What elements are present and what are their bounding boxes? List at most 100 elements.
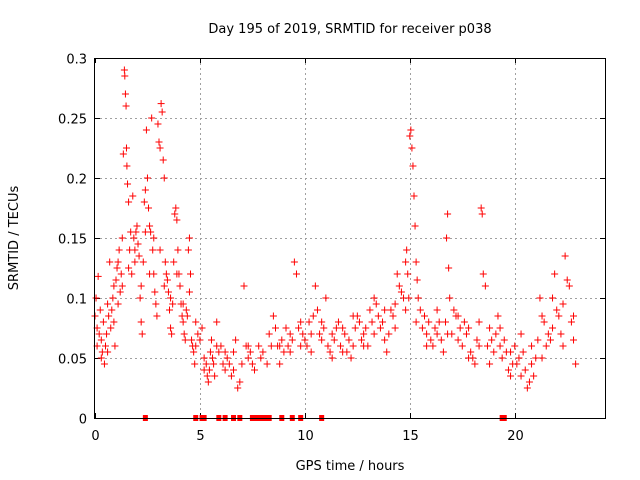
data-point xyxy=(389,312,397,320)
data-point xyxy=(146,222,154,230)
data-point xyxy=(445,264,453,272)
data-point xyxy=(257,354,265,362)
y-tick-labels: 0 0.05 0.1 0.15 0.2 0.25 0.3 xyxy=(58,53,87,428)
data-point xyxy=(236,378,244,386)
data-point xyxy=(349,312,357,320)
data-point xyxy=(109,294,117,302)
data-point xyxy=(169,300,177,308)
data-point xyxy=(504,366,512,374)
data-point xyxy=(349,342,357,350)
data-point xyxy=(152,300,160,308)
data-point xyxy=(114,300,122,308)
data-points xyxy=(91,66,580,421)
data-point xyxy=(475,342,483,350)
data-point xyxy=(276,360,284,368)
data-point xyxy=(168,330,176,338)
data-point xyxy=(370,330,378,338)
data-point xyxy=(334,318,342,326)
data-point xyxy=(123,162,131,170)
x-tick-label: 20 xyxy=(507,429,524,444)
data-point xyxy=(391,324,399,332)
data-point xyxy=(405,294,413,302)
data-point xyxy=(409,162,417,170)
data-point xyxy=(370,294,378,302)
data-point xyxy=(570,312,578,320)
data-point xyxy=(104,300,112,308)
y-tick-label: 0.3 xyxy=(66,53,87,68)
data-point xyxy=(481,282,489,290)
data-point xyxy=(206,348,214,356)
data-point xyxy=(286,330,294,338)
data-point xyxy=(559,300,567,308)
data-point xyxy=(173,270,181,278)
data-point xyxy=(530,372,538,380)
data-point xyxy=(507,348,515,356)
data-point xyxy=(170,258,178,266)
data-point xyxy=(210,360,218,368)
data-point xyxy=(368,318,376,326)
data-point xyxy=(185,288,193,296)
data-point xyxy=(182,306,190,314)
data-point xyxy=(538,354,546,362)
data-point xyxy=(297,318,305,326)
data-point xyxy=(113,264,121,272)
data-point xyxy=(227,372,235,380)
data-point xyxy=(146,270,154,278)
data-point xyxy=(546,336,554,344)
data-point xyxy=(557,330,565,338)
data-point xyxy=(366,306,374,314)
data-point xyxy=(269,312,277,320)
data-point xyxy=(311,282,319,290)
data-point xyxy=(160,174,168,182)
data-point xyxy=(393,270,401,278)
data-point xyxy=(234,384,242,392)
data-point xyxy=(284,342,292,350)
data-point xyxy=(204,378,212,386)
data-point xyxy=(490,348,498,356)
data-point xyxy=(437,336,445,344)
data-point xyxy=(443,234,451,242)
data-point xyxy=(496,324,504,332)
data-point xyxy=(225,360,233,368)
data-point xyxy=(381,336,389,344)
data-point xyxy=(263,360,271,368)
data-point xyxy=(213,342,221,350)
data-point xyxy=(172,204,180,212)
x-tick-label: 5 xyxy=(196,429,204,444)
data-point xyxy=(553,306,561,314)
data-point xyxy=(414,294,422,302)
data-point xyxy=(534,336,542,344)
data-point xyxy=(423,330,431,338)
data-point xyxy=(280,348,288,356)
data-point xyxy=(118,282,126,290)
data-point xyxy=(460,318,468,326)
data-point xyxy=(496,342,504,350)
data-point xyxy=(200,366,208,374)
data-point xyxy=(433,330,441,338)
data-point xyxy=(572,360,580,368)
plot-frame xyxy=(94,58,606,419)
data-point xyxy=(181,336,189,344)
data-point xyxy=(120,66,128,74)
data-point xyxy=(145,204,153,212)
data-point xyxy=(360,330,368,338)
data-point xyxy=(134,240,142,248)
data-point xyxy=(104,348,112,356)
data-point xyxy=(507,372,515,380)
y-tick-label: 0.05 xyxy=(58,353,87,368)
data-point xyxy=(475,318,483,326)
data-point xyxy=(156,246,164,254)
data-point xyxy=(473,336,481,344)
data-point xyxy=(492,330,500,338)
data-point xyxy=(271,324,279,332)
data-point xyxy=(288,336,296,344)
data-point xyxy=(186,270,194,278)
data-point xyxy=(385,330,393,338)
data-point xyxy=(307,348,315,356)
data-point xyxy=(142,126,150,134)
data-point xyxy=(458,342,466,350)
data-point xyxy=(418,324,426,332)
data-point xyxy=(395,282,403,290)
data-point xyxy=(122,102,130,110)
data-point xyxy=(129,192,137,200)
